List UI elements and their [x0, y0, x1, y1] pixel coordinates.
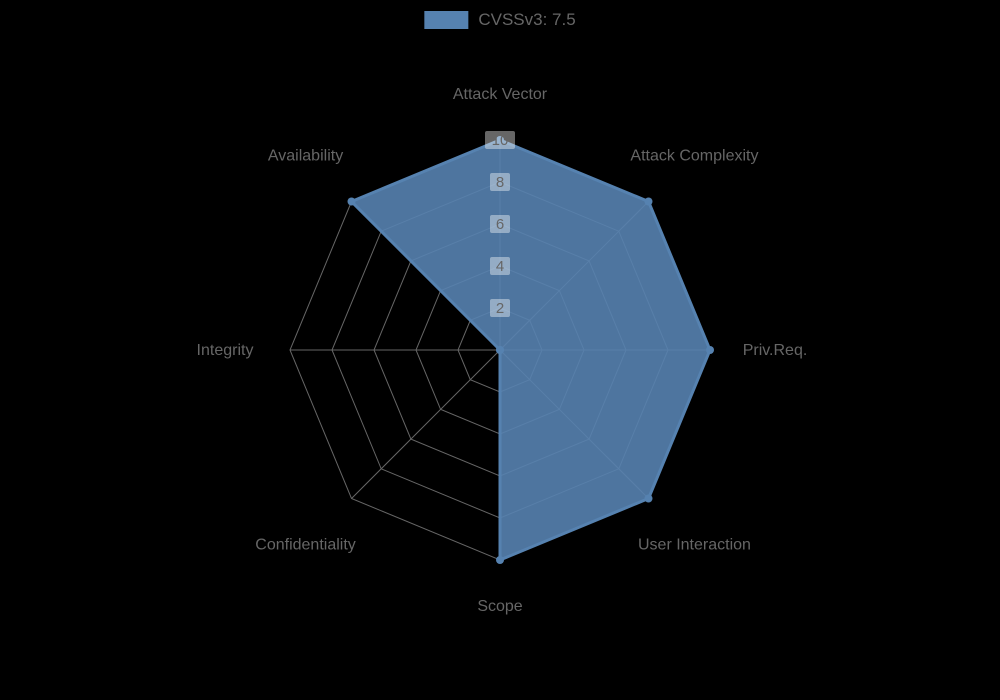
- tick-label: 6: [496, 216, 504, 233]
- axis-label: Attack Vector: [453, 86, 548, 103]
- series-point: [644, 198, 652, 206]
- axis-label: Scope: [477, 598, 522, 615]
- series-point: [706, 346, 714, 354]
- series-point: [348, 198, 356, 206]
- radar-svg: 2 4 6 8 10 Attack Vector Attack Complexity Pri…: [0, 0, 1000, 700]
- tick-label: 10: [492, 132, 509, 149]
- series-point: [644, 494, 652, 502]
- series-point: [496, 556, 504, 564]
- axis-label: Integrity: [197, 342, 254, 359]
- axis-label: Confidentiality: [255, 536, 356, 553]
- tick-label: 8: [496, 174, 504, 191]
- axis-label: User Interaction: [638, 536, 751, 553]
- tick-label: 4: [496, 258, 504, 275]
- axis-label: Attack Complexity: [630, 148, 758, 165]
- tick-label: 2: [496, 300, 504, 317]
- series-point: [496, 346, 504, 354]
- axis-label: Priv.Req.: [743, 342, 808, 359]
- axis-label: Availability: [268, 148, 343, 165]
- radar-chart-container: CVSSv3: 7.5 246810 Attack VectorAttack C…: [0, 0, 1000, 700]
